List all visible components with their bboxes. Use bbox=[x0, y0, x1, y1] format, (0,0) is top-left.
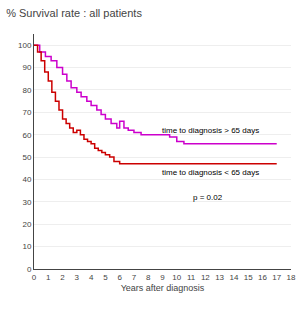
svg-text:50: 50 bbox=[22, 153, 31, 162]
svg-text:70: 70 bbox=[22, 108, 31, 117]
svg-text:% Survival rate : all patients: % Survival rate : all patients bbox=[6, 7, 142, 19]
svg-text:9: 9 bbox=[160, 273, 165, 282]
svg-text:p = 0.02: p = 0.02 bbox=[193, 193, 223, 202]
svg-text:30: 30 bbox=[22, 198, 31, 207]
svg-text:14: 14 bbox=[229, 273, 238, 282]
svg-text:16: 16 bbox=[258, 273, 267, 282]
svg-text:5: 5 bbox=[103, 273, 108, 282]
svg-text:3: 3 bbox=[75, 273, 80, 282]
svg-text:10: 10 bbox=[22, 242, 31, 251]
svg-text:0: 0 bbox=[27, 265, 32, 274]
svg-text:12: 12 bbox=[201, 273, 210, 282]
svg-text:17: 17 bbox=[272, 273, 281, 282]
svg-text:80: 80 bbox=[22, 86, 31, 95]
svg-text:Years after diagnosis: Years after diagnosis bbox=[121, 283, 205, 293]
svg-text:0: 0 bbox=[32, 273, 37, 282]
svg-text:20: 20 bbox=[22, 220, 31, 229]
svg-text:10: 10 bbox=[172, 273, 181, 282]
svg-text:11: 11 bbox=[187, 273, 196, 282]
svg-text:6: 6 bbox=[117, 273, 122, 282]
svg-text:time to diagnosis < 65 days: time to diagnosis < 65 days bbox=[162, 168, 259, 177]
svg-text:90: 90 bbox=[22, 63, 31, 72]
svg-text:18: 18 bbox=[287, 273, 296, 282]
svg-text:60: 60 bbox=[22, 131, 31, 140]
svg-text:100: 100 bbox=[18, 41, 32, 50]
svg-text:time to diagnosis > 65 days: time to diagnosis > 65 days bbox=[162, 126, 259, 135]
svg-text:1: 1 bbox=[46, 273, 51, 282]
svg-text:2: 2 bbox=[60, 273, 65, 282]
svg-text:15: 15 bbox=[244, 273, 253, 282]
svg-text:4: 4 bbox=[89, 273, 94, 282]
svg-text:40: 40 bbox=[22, 175, 31, 184]
svg-text:8: 8 bbox=[146, 273, 151, 282]
svg-text:7: 7 bbox=[132, 273, 137, 282]
svg-text:13: 13 bbox=[215, 273, 224, 282]
